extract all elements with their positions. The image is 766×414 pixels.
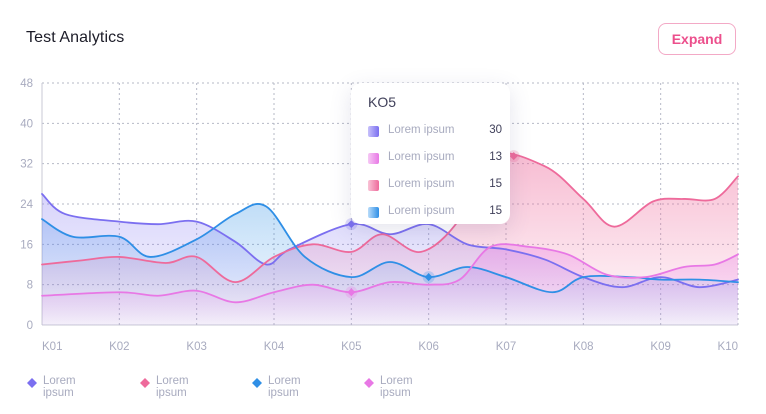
diamond-icon: [364, 378, 374, 388]
legend-label: Lorem ipsum: [43, 375, 76, 399]
tooltip-label: Lorem ipsum: [388, 151, 455, 163]
x-tick-label: K07: [496, 341, 516, 353]
chart-tooltip: KO5 Lorem ipsum 30 Lorem ipsum 13 Lorem …: [351, 83, 510, 224]
x-tick-label: K02: [109, 341, 129, 353]
tooltip-value: 15: [489, 178, 502, 190]
y-tick-label: 0: [27, 320, 33, 332]
tooltip-swatch: [368, 207, 379, 218]
y-tick-label: 40: [20, 118, 33, 130]
data-point: [424, 273, 433, 282]
series-line: [41, 193, 739, 289]
tooltip-swatch: [368, 153, 379, 164]
series-line: [41, 243, 739, 304]
legend-label: Lorem ipsum: [268, 375, 301, 399]
tooltip-value: 15: [489, 205, 502, 217]
tooltip-label: Lorem ipsum: [388, 124, 455, 136]
tooltip-swatch: [368, 126, 379, 137]
tooltip-value: 13: [489, 151, 502, 163]
tooltip-value: 30: [489, 124, 502, 136]
data-point: [347, 288, 356, 297]
tooltip-label: Lorem ipsum: [388, 205, 455, 217]
legend-label: Lorem ipsum: [380, 375, 413, 399]
tooltip-row: Lorem ipsum 13: [368, 151, 502, 167]
page-title: Test Analytics: [26, 29, 125, 46]
tooltip-title: KO5: [368, 94, 397, 110]
x-tick-label: K06: [418, 341, 438, 353]
y-tick-label: 24: [20, 199, 33, 211]
chart-legend: Lorem ipsum Lorem ipsum Lorem ipsum Lore…: [0, 375, 766, 399]
tooltip-label: Lorem ipsum: [388, 178, 455, 190]
series-area: [42, 244, 738, 325]
x-tick-label: K04: [264, 341, 285, 353]
y-tick-label: 8: [27, 280, 33, 292]
y-tick-label: 48: [20, 78, 33, 90]
tooltip-row: Lorem ipsum 30: [368, 124, 502, 140]
x-tick-label: K09: [650, 341, 670, 353]
tooltip-row: Lorem ipsum 15: [368, 205, 502, 221]
diamond-icon: [252, 378, 262, 388]
data-point: [509, 152, 518, 161]
y-tick-label: 16: [20, 239, 33, 251]
legend-label: Lorem ipsum: [156, 375, 189, 399]
tooltip-row: Lorem ipsum 15: [368, 178, 502, 194]
x-tick-label: K05: [341, 341, 361, 353]
x-tick-label: K10: [718, 341, 738, 353]
x-tick-label: K08: [573, 341, 593, 353]
tooltip-swatch: [368, 180, 379, 191]
diamond-icon: [140, 378, 150, 388]
data-point: [347, 220, 356, 229]
x-tick-label: K03: [186, 341, 206, 353]
x-tick-label: K01: [42, 341, 62, 353]
series-line: [41, 152, 739, 284]
diamond-icon: [27, 378, 37, 388]
y-tick-label: 32: [20, 159, 33, 171]
expand-button[interactable]: Expand: [658, 23, 736, 55]
